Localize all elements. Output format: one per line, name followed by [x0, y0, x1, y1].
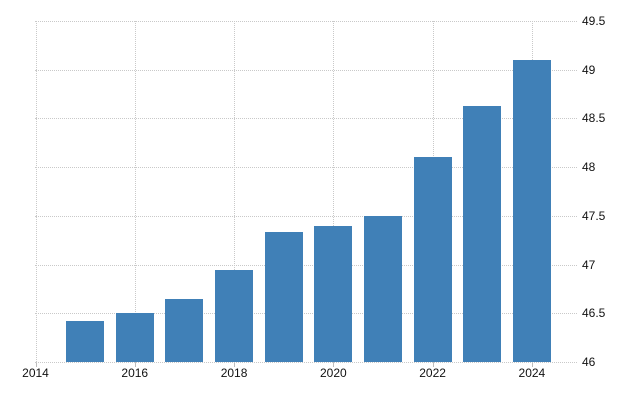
x-tick-mark-2014: [35, 362, 37, 367]
h-gridline-47.5: [35, 215, 577, 217]
bar-2018[interactable]: [215, 270, 254, 362]
x-tick-label-2014: 2014: [22, 366, 49, 380]
bar-2021[interactable]: [363, 215, 402, 362]
bar-2024[interactable]: [512, 59, 551, 362]
y-tick-label-48.5: 48.5: [582, 111, 606, 126]
h-gridline-48: [35, 167, 577, 169]
h-gridline-49.5: [35, 21, 577, 22]
v-gridline-2016: [134, 21, 136, 362]
x-tick-label-2016: 2016: [121, 366, 149, 380]
y-tick-label-46.5: 46.5: [582, 306, 606, 321]
y-tick-label-47: 47: [582, 257, 596, 272]
v-gridline-2014: [35, 21, 37, 362]
y-tick-label-46: 46: [582, 355, 596, 369]
v-gridline-2018: [234, 21, 236, 362]
y-tick-label-47.5: 47.5: [582, 208, 606, 223]
x-tick-mark-2024: [531, 362, 533, 367]
x-tick-mark-2018: [234, 362, 236, 367]
bar-2020[interactable]: [314, 225, 353, 362]
h-gridline-46.5: [35, 313, 577, 315]
v-gridline-2020: [333, 21, 335, 362]
h-gridline-47: [35, 264, 577, 266]
h-gridline-48.5: [35, 118, 577, 120]
bar-2016[interactable]: [115, 313, 154, 362]
y-tick-label-49: 49: [582, 62, 596, 77]
h-gridline-46: [35, 362, 577, 363]
y-tick-label-49.5: 49.5: [582, 14, 606, 28]
bar-2017[interactable]: [165, 298, 204, 362]
bar-2015[interactable]: [66, 321, 105, 362]
y-tick-label-48: 48: [582, 160, 596, 175]
bar-2023[interactable]: [463, 105, 502, 362]
x-tick-mark-2022: [432, 362, 434, 367]
bar-2019[interactable]: [264, 232, 303, 362]
x-tick-label-2022: 2022: [419, 366, 446, 380]
bar-2022[interactable]: [413, 157, 452, 362]
x-tick-label-2018: 2018: [220, 366, 248, 380]
x-tick-label-2020: 2020: [319, 366, 347, 380]
x-tick-mark-2020: [333, 362, 335, 367]
h-gridline-49: [35, 69, 577, 71]
x-tick-label-2024: 2024: [518, 366, 546, 380]
x-tick-mark-2016: [134, 362, 136, 367]
